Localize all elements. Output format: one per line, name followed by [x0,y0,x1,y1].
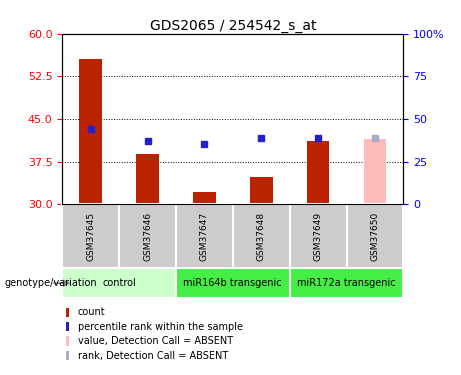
Text: miR172a transgenic: miR172a transgenic [297,278,396,288]
Bar [233,204,290,268]
Text: percentile rank within the sample: percentile rank within the sample [78,322,243,332]
Bar [62,268,176,298]
Bar [290,268,403,298]
Bar [62,204,119,268]
Title: GDS2065 / 254542_s_at: GDS2065 / 254542_s_at [149,19,316,33]
Bar [65,336,69,346]
Text: GSM37650: GSM37650 [371,211,379,261]
Text: count: count [78,307,106,317]
Bar [250,177,272,204]
Bar [347,204,403,268]
Text: GSM37647: GSM37647 [200,211,209,261]
Text: GSM37645: GSM37645 [86,211,95,261]
Text: GSM37648: GSM37648 [257,211,266,261]
Bar [65,351,69,360]
Bar [119,204,176,268]
Bar [307,141,330,204]
Bar [364,139,386,204]
Text: value, Detection Call = ABSENT: value, Detection Call = ABSENT [78,336,233,346]
Bar [290,204,347,268]
Bar [176,268,290,298]
Text: genotype/variation: genotype/variation [5,278,97,288]
Bar [65,322,69,331]
Text: control: control [102,278,136,288]
Bar [136,154,159,204]
Bar [79,59,102,204]
Bar [193,192,216,204]
Text: rank, Detection Call = ABSENT: rank, Detection Call = ABSENT [78,351,228,360]
Text: GSM37649: GSM37649 [313,211,323,261]
Text: miR164b transgenic: miR164b transgenic [183,278,282,288]
Bar [176,204,233,268]
Bar [65,308,69,317]
Text: GSM37646: GSM37646 [143,211,152,261]
